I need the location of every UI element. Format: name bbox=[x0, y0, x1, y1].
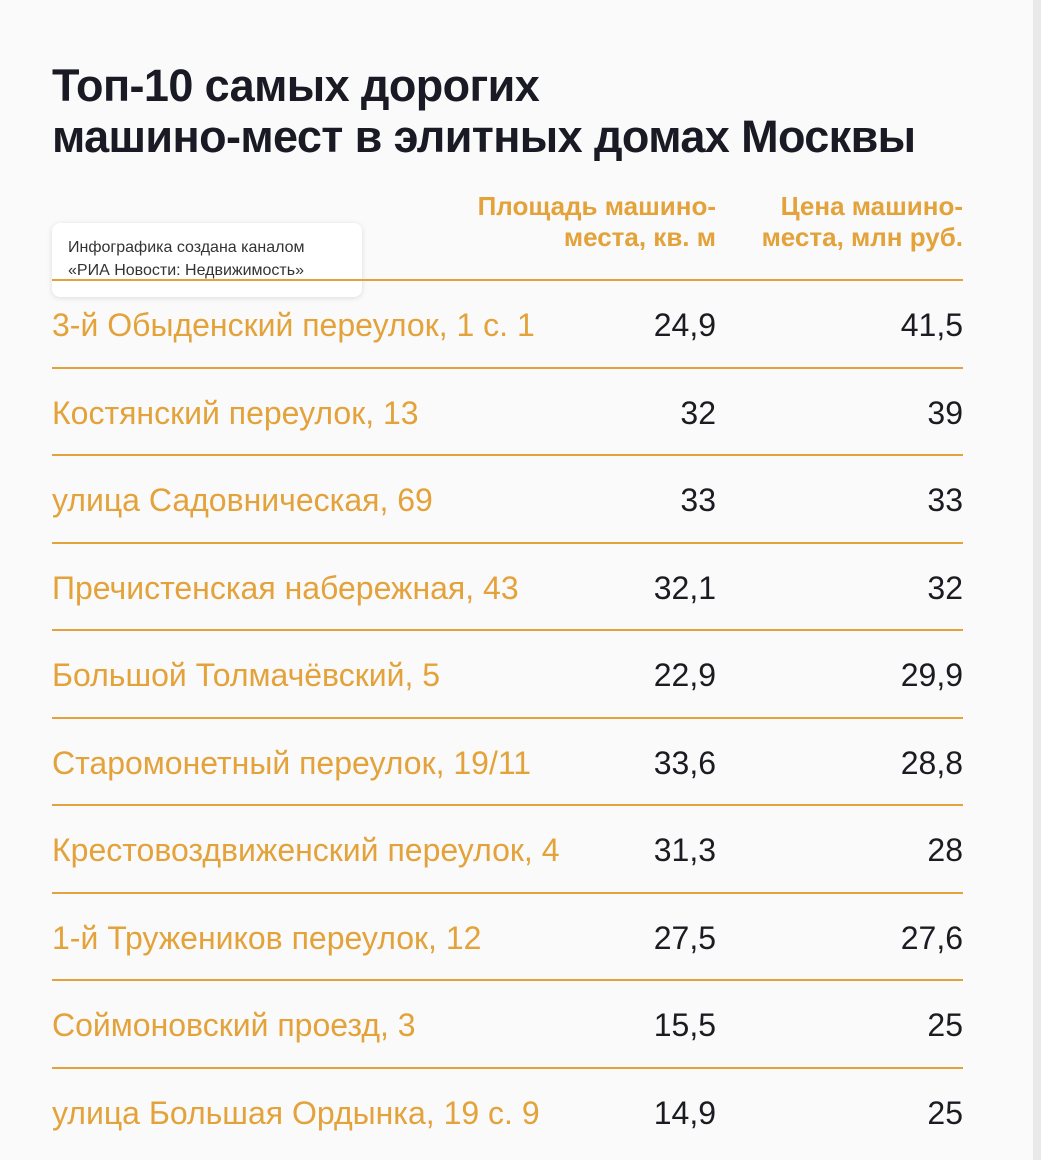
address-cell: Костянский переулок, 13 bbox=[52, 394, 419, 431]
table-row: 3-й Обыденский переулок, 1 с. 1 24,9 41,… bbox=[52, 281, 963, 369]
credit-line-2: «РИА Новости: Недвижимость» bbox=[68, 262, 304, 279]
address-cell: улица Большая Ордынка, 19 с. 9 bbox=[52, 1094, 540, 1131]
table-row: 1-й Тружеников переулок, 12 27,5 27,6 bbox=[52, 894, 963, 981]
address-cell: Соймоновский проезд, 3 bbox=[52, 1007, 416, 1043]
area-cell: 32 bbox=[680, 394, 716, 431]
right-edge-strip bbox=[1033, 0, 1041, 1160]
address-cell: Старомонетный переулок, 19/11 bbox=[52, 744, 532, 781]
table-row: улица Большая Ордынка, 19 с. 9 14,9 25 bbox=[52, 1069, 963, 1157]
title-line-1: Топ-10 самых дорогих bbox=[52, 60, 540, 111]
price-cell: 32 bbox=[927, 569, 963, 606]
address-cell: Большой Толмачёвский, 5 bbox=[52, 657, 441, 693]
table-row: Старомонетный переулок, 19/11 33,6 28,8 bbox=[52, 719, 963, 806]
area-cell: 32,1 bbox=[653, 569, 716, 606]
address-cell: 1-й Тружеников переулок, 12 bbox=[52, 919, 482, 956]
area-cell: 15,5 bbox=[653, 1007, 716, 1043]
column-header-price-line-2: места, млн руб. bbox=[761, 222, 963, 252]
price-cell: 28,8 bbox=[900, 744, 963, 781]
column-header-price-line-1: Цена машино- bbox=[780, 191, 963, 221]
table-row: Крестовоздвиженский переулок, 4 31,3 28 bbox=[52, 806, 963, 894]
column-header-area-line-1: Площадь машино- bbox=[477, 191, 716, 221]
column-header-price: Цена машино- места, млн руб. bbox=[723, 191, 963, 253]
price-cell: 39 bbox=[927, 394, 963, 431]
table-row: Костянский переулок, 13 32 39 bbox=[52, 369, 963, 456]
credit-badge: Инфографика создана каналом «РИА Новости… bbox=[52, 223, 362, 297]
price-cell: 29,9 bbox=[900, 657, 963, 693]
column-header-area-line-2: места, кв. м bbox=[563, 222, 716, 252]
price-cell: 28 bbox=[927, 832, 963, 868]
area-cell: 14,9 bbox=[653, 1094, 716, 1131]
price-cell: 41,5 bbox=[900, 307, 963, 343]
address-cell: улица Садовническая, 69 bbox=[52, 482, 433, 518]
price-cell: 25 bbox=[927, 1007, 963, 1043]
area-cell: 24,9 bbox=[653, 307, 716, 343]
area-cell: 27,5 bbox=[653, 919, 716, 956]
area-cell: 22,9 bbox=[653, 657, 716, 693]
table-row: улица Садовническая, 69 33 33 bbox=[52, 456, 963, 544]
credit-line-1: Инфографика создана каналом bbox=[68, 239, 305, 256]
infographic-title: Топ-10 самых дорогих машино-мест в элитн… bbox=[52, 60, 992, 162]
table-row: Большой Толмачёвский, 5 22,9 29,9 bbox=[52, 631, 963, 719]
price-cell: 27,6 bbox=[900, 919, 963, 956]
area-cell: 31,3 bbox=[653, 832, 716, 868]
table-body: 3-й Обыденский переулок, 1 с. 1 24,9 41,… bbox=[52, 281, 963, 1156]
address-cell: Крестовоздвиженский переулок, 4 bbox=[52, 832, 560, 868]
price-cell: 33 bbox=[927, 482, 963, 518]
area-cell: 33 bbox=[680, 482, 716, 518]
price-cell: 25 bbox=[927, 1094, 963, 1131]
table-row: Соймоновский проезд, 3 15,5 25 bbox=[52, 981, 963, 1069]
area-cell: 33,6 bbox=[653, 744, 716, 781]
column-header-area: Площадь машино- места, кв. м bbox=[416, 191, 716, 253]
address-cell: 3-й Обыденский переулок, 1 с. 1 bbox=[52, 307, 535, 343]
header-divider bbox=[52, 279, 963, 281]
address-cell: Пречистенская набережная, 43 bbox=[52, 569, 519, 606]
table-row: Пречистенская набережная, 43 32,1 32 bbox=[52, 544, 963, 631]
title-line-2: машино-мест в элитных домах Москвы bbox=[52, 111, 916, 162]
